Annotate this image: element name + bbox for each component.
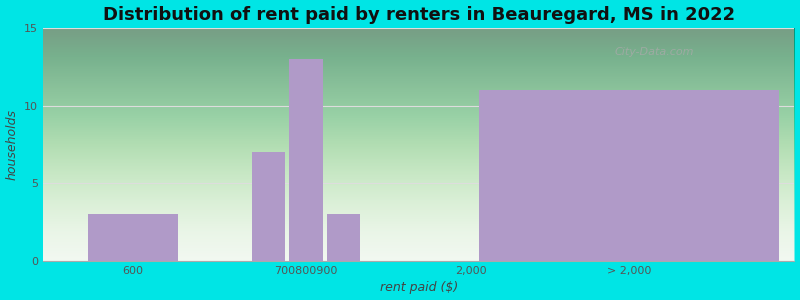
- Y-axis label: households: households: [6, 109, 18, 180]
- Bar: [88, 214, 178, 261]
- Bar: [251, 152, 286, 261]
- X-axis label: rent paid ($): rent paid ($): [379, 281, 458, 294]
- Bar: [289, 59, 323, 261]
- Text: City-Data.com: City-Data.com: [614, 46, 694, 56]
- Title: Distribution of rent paid by renters in Beauregard, MS in 2022: Distribution of rent paid by renters in …: [102, 6, 734, 24]
- Bar: [479, 90, 779, 261]
- Bar: [326, 214, 361, 261]
